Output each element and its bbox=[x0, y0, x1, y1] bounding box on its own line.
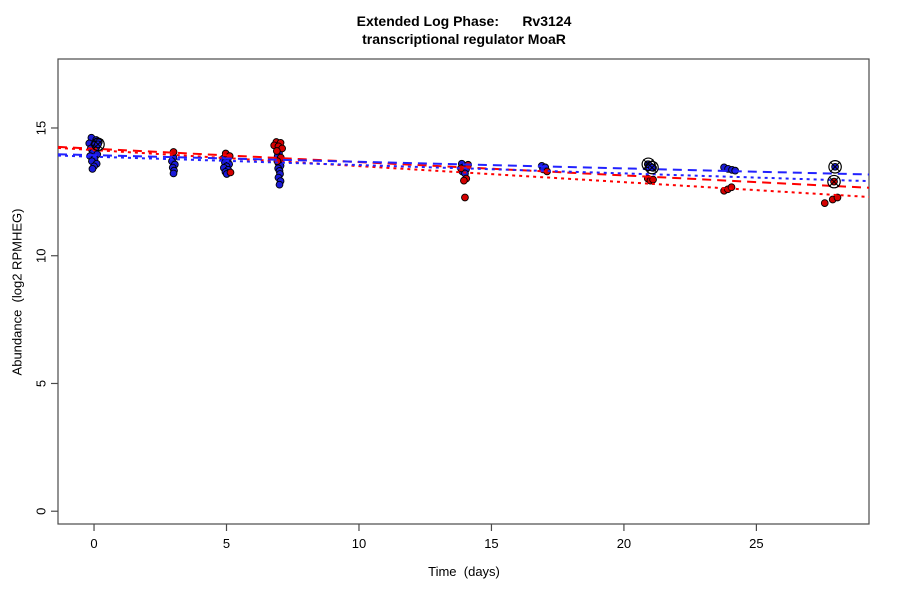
x-tick-label: 15 bbox=[484, 536, 498, 551]
x-tick-label: 0 bbox=[90, 536, 97, 551]
data-point-blue-replicates bbox=[88, 165, 97, 173]
circled-point-cross bbox=[828, 176, 840, 187]
trendline-red-fit-dashed bbox=[57, 145, 870, 189]
data-point-red-replicates bbox=[820, 199, 829, 207]
y-tick-label: 15 bbox=[34, 121, 49, 135]
circled-point-ring bbox=[91, 137, 105, 152]
circled-point-ring bbox=[645, 160, 659, 175]
y-tick-label: 5 bbox=[34, 380, 49, 387]
x-tick-label: 25 bbox=[749, 536, 763, 551]
x-axis-label: Time (days) bbox=[428, 564, 500, 579]
circled-point-cross bbox=[829, 161, 841, 173]
y-tick-label: 10 bbox=[34, 248, 49, 262]
plot-box bbox=[57, 58, 870, 525]
y-tick-label: 0 bbox=[34, 508, 49, 515]
x-tick-label: 10 bbox=[352, 536, 366, 551]
data-point-blue-replicates bbox=[275, 180, 284, 189]
circled-point-cross bbox=[92, 139, 104, 150]
data-point-blue-replicates bbox=[169, 169, 178, 178]
data-point-red-replicates bbox=[461, 193, 469, 202]
circled-point-ring bbox=[827, 174, 841, 189]
x-tick-label: 5 bbox=[223, 536, 230, 551]
trendline-red-fit-dotted bbox=[57, 146, 870, 198]
circled-point-ring bbox=[828, 160, 842, 174]
x-tick-label: 20 bbox=[617, 536, 631, 551]
circled-point-ring bbox=[641, 157, 656, 172]
trendline-blue-fit-dotted bbox=[57, 154, 870, 183]
chart-title-line1: Extended Log Phase: Rv3124 bbox=[356, 13, 572, 29]
data-point-red-replicates bbox=[272, 147, 281, 155]
circled-point-cross bbox=[646, 162, 658, 173]
data-point-red-replicates bbox=[226, 168, 235, 177]
trendline-blue-fit-dashed bbox=[57, 153, 870, 176]
chart-title-line2: transcriptional regulator MoaR bbox=[362, 31, 566, 47]
data-point-red-replicates bbox=[460, 176, 468, 185]
